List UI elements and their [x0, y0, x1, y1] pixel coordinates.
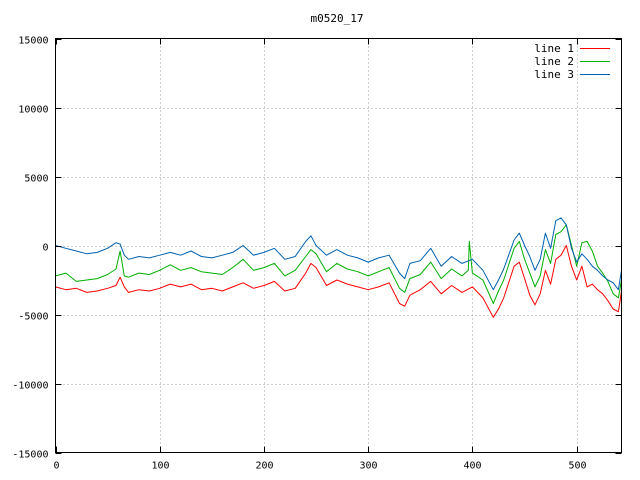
y-tick-label: 10000: [18, 105, 48, 116]
series-line-2: [55, 224, 622, 304]
x-tick-label: 100: [151, 461, 169, 472]
tick-labels: 0 100 200 300 400 500 -15000 -10000 -5000 0 5000 10…: [12, 36, 586, 472]
y-tick-label: 5000: [24, 174, 48, 185]
legend-label-1: line 1: [534, 42, 574, 55]
chart-title: m0520_17: [311, 12, 364, 25]
plot-frame: [55, 38, 622, 453]
x-tick-label: 500: [568, 461, 586, 472]
x-tick-label: 400: [463, 461, 481, 472]
x-tick-label: 200: [255, 461, 273, 472]
series-line-1: [55, 245, 622, 318]
y-tick-label: -10000: [12, 381, 48, 392]
x-tick-label: 300: [359, 461, 377, 472]
axis-ticks: [55, 38, 622, 454]
x-tick-label: 0: [53, 461, 59, 472]
series-line-3: [55, 217, 622, 291]
y-tick-label: -15000: [12, 450, 48, 461]
legend-label-2: line 2: [534, 55, 574, 68]
grid-lines: [55, 38, 622, 453]
y-tick-label: 0: [42, 243, 48, 254]
y-tick-label: 15000: [18, 36, 48, 47]
y-tick-label: -5000: [18, 312, 48, 323]
legend-label-3: line 3: [534, 68, 574, 81]
series-lines: [55, 217, 622, 318]
